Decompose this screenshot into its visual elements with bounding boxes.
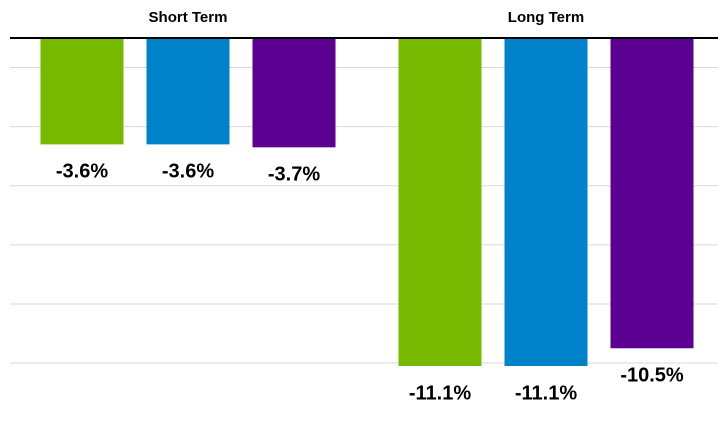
bar [40,38,124,145]
bar [504,38,588,367]
value-label: -11.1% [409,382,471,404]
value-label: -11.1% [515,382,577,404]
bar [610,38,694,349]
bar [146,38,230,145]
value-label: -3.6% [56,161,108,183]
category-label: Short Term [149,9,228,26]
value-label: -3.7% [268,164,320,186]
category-label: Long Term [508,9,584,26]
value-label: -10.5% [620,365,684,387]
value-label: -3.6% [162,161,214,183]
bar [398,38,482,367]
bar [252,38,336,148]
